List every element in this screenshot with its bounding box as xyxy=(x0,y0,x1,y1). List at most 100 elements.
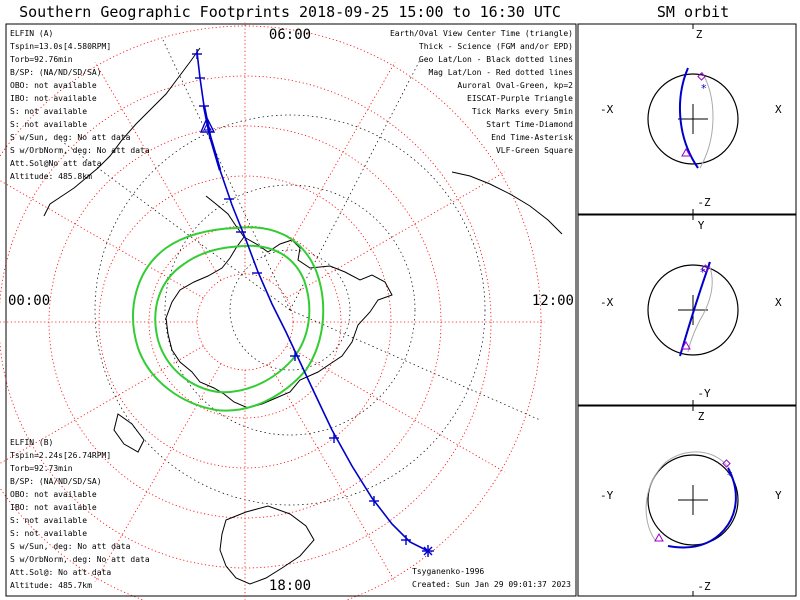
elfin-a-track xyxy=(196,51,429,552)
mag-lat-ring xyxy=(196,273,294,371)
legend-entry: EISCAT-Purple Triangle xyxy=(467,94,573,103)
legend-entry: Earth/Oval View Center Time (triangle) xyxy=(390,29,573,38)
geo-lat-ring xyxy=(164,184,416,436)
elfin-b-info-line: OBO: not available xyxy=(10,490,97,499)
hour-label-right: 12:00 xyxy=(532,293,574,309)
earth-circle xyxy=(647,454,739,546)
legend-entry: VLF-Green Square xyxy=(496,146,573,155)
orbit-end-asterisk: * xyxy=(701,82,707,95)
view-center-triangle xyxy=(199,116,216,133)
elfin-a-info-line: B/SP: (NA/ND/SD/SA) xyxy=(10,68,102,77)
orbit-end-asterisk: * xyxy=(727,469,733,482)
elfin-b-info-line: IBO: not available xyxy=(10,503,97,512)
legend-entry: Mag Lat/Lon - Red dotted lines xyxy=(429,68,574,77)
polar-map: 06:00 00:00 12:00 18:00 xyxy=(0,22,574,600)
elfin-b-info-line: S w/Sun, deg: No att data xyxy=(10,542,131,551)
mag-grid xyxy=(0,22,545,600)
elfin-a-info: ELFIN (A) Tspin=13.0s[4.580RPM] Torb=92.… xyxy=(10,29,150,181)
orbit-axis-bottom: -Y xyxy=(697,387,711,400)
legend-entry: Geo Lat/Lon - Black dotted lines xyxy=(419,55,573,64)
orbit-axis-bottom: -Z xyxy=(697,196,711,209)
new-zealand-coastline xyxy=(113,413,145,453)
orbit-path-gray xyxy=(645,451,731,541)
orbit-axis-right: X xyxy=(775,103,782,116)
orbit-view-triangle xyxy=(654,532,664,542)
track-tick-marks xyxy=(192,49,411,545)
map-frame xyxy=(5,23,577,597)
legend-entry: End Time-Asterisk xyxy=(491,133,573,142)
africa-coastline xyxy=(451,171,563,235)
elfin-a-info-line: Altitude: 485.8km xyxy=(10,172,92,181)
elfin-a-info-line: Torb=92.76min xyxy=(10,55,73,64)
geo-grid xyxy=(59,39,541,506)
auroral-oval-inner xyxy=(154,244,311,394)
elfin-b-info-line: S w/OrbNorm, deg: No att data xyxy=(10,555,150,564)
orbit-panel-frame-3 xyxy=(577,405,797,597)
mag-meridian xyxy=(94,61,222,281)
end-time-asterisk xyxy=(422,545,434,557)
orbit-axis-top: Z xyxy=(698,410,705,423)
legend-entry: Auroral Oval-Green, kp=2 xyxy=(457,81,573,90)
orbit-view-triangle xyxy=(681,340,691,350)
mag-meridian xyxy=(286,171,506,299)
geo-meridian xyxy=(289,309,541,421)
orbit-start-diamond xyxy=(697,72,706,81)
figure-title: Southern Geographic Footprints 2018-09-2… xyxy=(19,3,561,21)
elfin-b-info-line: Altitude: 485.7km xyxy=(10,581,92,590)
elfin-a-info-line: S w/OrbNorm, deg: No att data xyxy=(10,146,150,155)
orbit-panel-xz: Z -Z -X X * xyxy=(600,24,782,214)
mag-meridian xyxy=(0,180,204,299)
orbit-path-gray xyxy=(699,71,714,169)
orbit-start-diamond xyxy=(701,264,710,273)
orbit-panel-frame-1 xyxy=(577,23,797,215)
elfin-a-info-line: IBO: not available xyxy=(10,94,97,103)
created-timestamp: Created: Sun Jan 29 09:01:37 2023 xyxy=(412,580,571,589)
orbit-path-gray xyxy=(687,261,713,353)
mag-meridian xyxy=(286,345,506,473)
orbit-panel-xy: Y -Y -X X * xyxy=(600,215,782,405)
mag-lat-ring xyxy=(98,175,392,469)
orbit-panel-yz: Z -Z -Y Y * xyxy=(600,406,782,596)
orbit-title: SM orbit xyxy=(657,3,729,21)
orbit-axis-bottom: -Z xyxy=(697,580,711,593)
mag-meridian xyxy=(268,363,396,583)
view-center-triangle-inner xyxy=(203,123,212,131)
mag-meridian xyxy=(268,61,396,281)
model-credit: Tsyganenko-1996 xyxy=(412,567,484,576)
orbit-panel-frame-2 xyxy=(577,214,797,406)
mag-lat-ring xyxy=(148,225,342,419)
mag-meridian xyxy=(94,363,222,583)
elfin-b-info-line: B/SP: (NA/ND/SD/SA) xyxy=(10,477,102,486)
antarctica-coastline xyxy=(165,236,393,409)
orbit-axis-right: Y xyxy=(775,489,782,502)
orbit-axis-top: Y xyxy=(698,219,705,232)
orbit-axis-left: -Y xyxy=(600,489,614,502)
elfin-b-info-line: S: not available xyxy=(10,516,87,525)
elfin-a-info-line: ELFIN (A) xyxy=(10,29,53,38)
orbit-start-diamond xyxy=(722,459,731,468)
orbit-axis-right: X xyxy=(775,296,782,309)
legend-entry: Thick - Science (FGM and/or EPD) xyxy=(419,42,573,51)
elfin-b-info: ELFIN (B) Tspin=2.24s[26.74RPM] Torb=92.… xyxy=(10,438,150,590)
mag-meridians xyxy=(0,22,545,600)
hour-label-left: 00:00 xyxy=(8,293,50,309)
elfin-a-info-line: S: not available xyxy=(10,120,87,129)
orbit-axis-top: Z xyxy=(696,28,703,41)
orbit-end-asterisk: * xyxy=(700,266,706,279)
geo-meridian xyxy=(289,59,421,311)
orbit-axis-left: -X xyxy=(600,103,614,116)
orbit-path-blue xyxy=(679,67,699,169)
geo-lat-ring xyxy=(94,114,486,506)
auroral-oval-outer xyxy=(132,226,325,412)
elfin-b-info-line: Tspin=2.24s[26.74RPM] xyxy=(10,451,111,460)
geo-lat-ring xyxy=(229,249,351,371)
elfin-a-info-line: Att.Sol@No att data xyxy=(10,159,102,168)
elfin-b-info-line: ELFIN (B) xyxy=(10,438,53,447)
south-america-coastline xyxy=(43,47,201,217)
elfin-b-info-line: Att.Sol@: No att data xyxy=(10,568,111,577)
legend-entry: Start Time-Diamond xyxy=(486,120,573,129)
elfin-a-info-line: OBO: not available xyxy=(10,81,97,90)
geo-meridian xyxy=(162,39,291,311)
legend: Earth/Oval View Center Time (triangle) T… xyxy=(390,29,573,155)
